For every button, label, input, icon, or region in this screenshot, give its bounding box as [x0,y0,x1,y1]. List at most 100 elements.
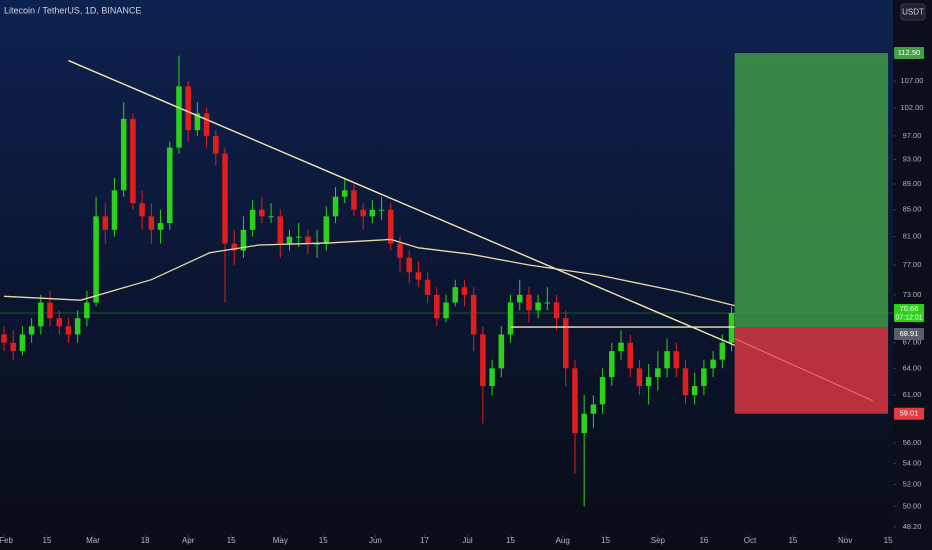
target-zone [734,53,889,328]
candle-body [443,302,449,319]
candle-body [259,209,265,217]
candle-body [609,351,615,378]
stop-price-bg [894,407,924,420]
candle-body [507,302,514,335]
candle-body [120,118,127,191]
candle-body [581,413,587,434]
y-tick-label: 50.00 [903,501,922,510]
candle-body [498,334,505,369]
candle-body [203,113,210,136]
candle-body [461,287,468,295]
x-tick-label: 15 [601,536,610,545]
y-tick-label: 89.00 [903,179,922,188]
x-tick-label: Nov [838,536,852,545]
candle-body [636,368,643,387]
candle-body [28,326,35,335]
x-tick-label: 15 [788,536,797,545]
x-tick-label: May [273,536,288,545]
candle-body [516,294,523,303]
candle-body [434,294,440,319]
candle-body [618,342,624,352]
candle-body [526,294,532,311]
candle-body [424,279,431,295]
candle-body [305,236,311,244]
candle-body [249,209,256,230]
last-price-bg [894,304,924,323]
y-tick-label: 61.00 [903,390,922,399]
candle-body [599,377,606,405]
candle-body [166,147,173,224]
target-price: 112.50 [898,48,920,57]
candle-body [719,342,726,360]
candle-body [664,351,670,369]
candle-body [627,342,633,369]
candle-body [47,302,53,319]
entry-price: 68.91 [900,329,919,338]
candle-body [673,351,680,369]
currency-label[interactable]: USDT [902,8,924,17]
candle-body [351,190,357,210]
countdown: 07:12:01 [895,314,922,321]
stop-zone [734,327,889,414]
candle-body [148,216,155,230]
candle-body [19,334,26,352]
candle-body [314,243,320,245]
candle-body [701,368,707,387]
candle-body [111,190,118,230]
candle-body [65,326,72,335]
candle-body [406,257,412,273]
candle-body [562,318,569,369]
x-tick-label: 15 [227,536,236,545]
x-tick-label: 16 [699,536,708,545]
candle-body [691,386,698,396]
entry-price-bg [894,328,924,341]
candle-body [489,368,495,387]
candle-body [74,318,81,335]
stop-price: 59.01 [900,409,919,418]
x-tick-label: Sep [651,536,666,545]
x-tick-label: Apr [182,536,195,545]
x-tick-label: 15 [43,536,52,545]
candle-body [645,377,652,387]
y-tick-label: 102.00 [901,103,924,112]
candle-body [194,113,201,131]
candle-body [268,216,274,218]
candle-body [130,118,136,204]
candle-body [10,342,16,352]
candle-body [185,86,191,131]
candle-body [470,294,477,335]
candle-body [341,190,348,197]
projection-line [734,338,873,402]
candle-body [323,216,330,244]
moving-average [3,238,735,307]
x-tick-label: Mar [86,536,100,545]
candle-body [84,302,90,319]
y-tick-label: 64.00 [903,363,922,372]
y-tick-label: 77.00 [903,260,922,269]
x-tick-label: 15 [884,536,893,545]
candle-body [332,196,339,217]
candle-body [388,209,394,244]
x-tick-label: 15 [319,536,328,545]
candle-body [56,318,63,327]
candle-body [728,313,735,343]
candle-body [1,334,7,343]
candle-body [590,404,597,414]
candle-body [231,243,237,251]
x-tick-label: Oct [744,536,757,545]
candle-body [369,209,376,217]
currency-button[interactable] [900,3,926,21]
candle-body [452,287,459,303]
candle-body [157,223,164,230]
x-tick-label: Aug [556,536,570,545]
candle-body [572,368,578,434]
candle-body [277,216,284,244]
x-tick-label: 15 [506,536,515,545]
y-tick-label: 67.00 [903,338,922,347]
y-tick-label: 54.00 [903,458,922,467]
trendline [68,59,735,346]
y-tick-label: 81.00 [903,232,922,241]
x-tick-label: Feb [0,536,13,545]
candle-body [240,229,247,251]
last-price: 70.66 [900,304,919,313]
